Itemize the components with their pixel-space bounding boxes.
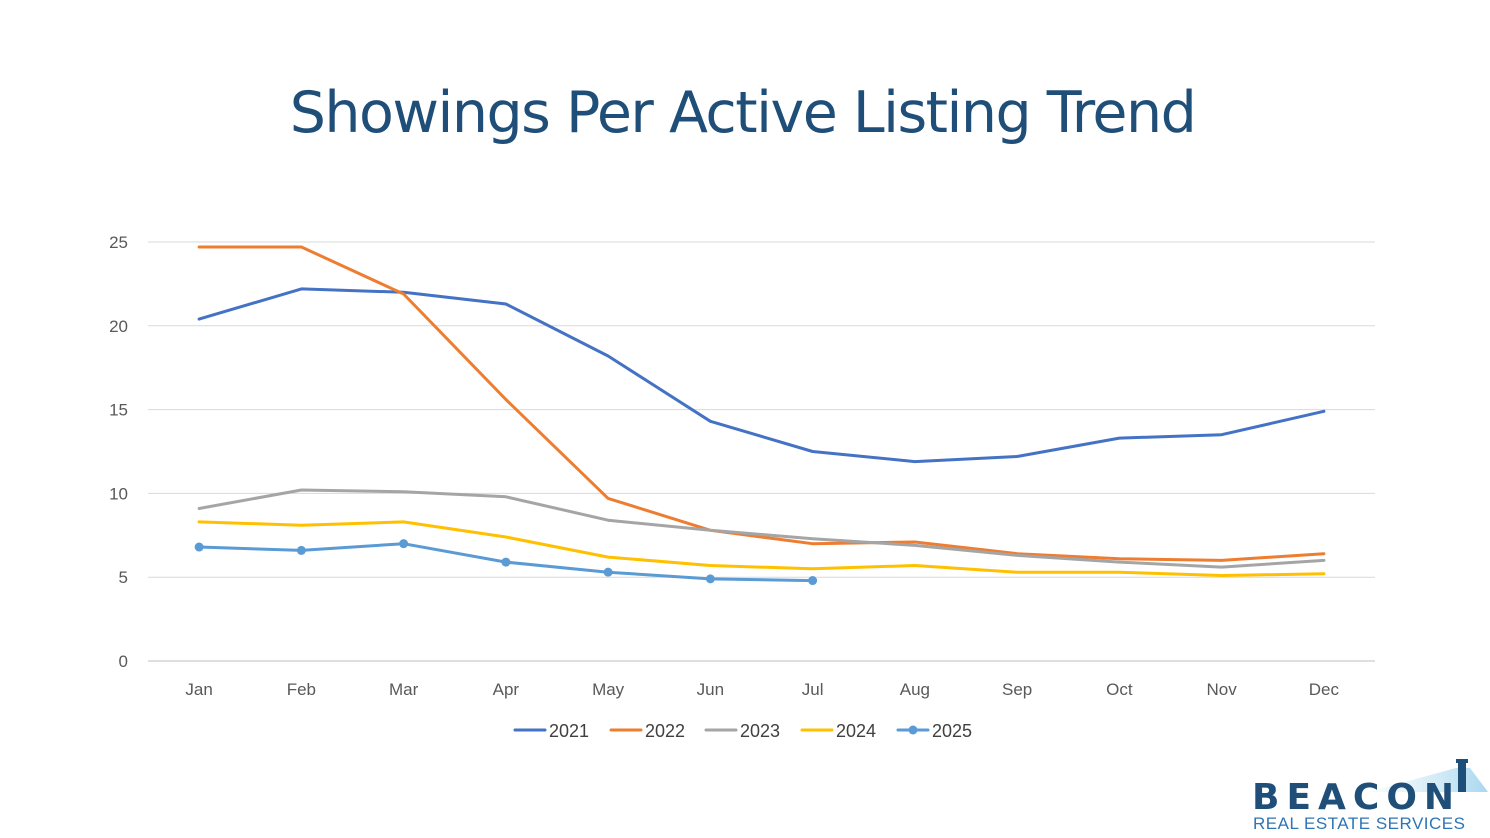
lighthouse-beam-icon (1368, 759, 1488, 792)
legend-label: 2021 (549, 721, 589, 741)
brand-name: BEACON (1252, 777, 1462, 818)
series-line-2023 (197, 488, 1326, 569)
series-line-2021 (197, 287, 1326, 464)
x-tick-label: Jan (185, 680, 212, 699)
gridlines (148, 241, 1375, 662)
legend-label: 2024 (836, 721, 876, 741)
x-tick-label: Feb (287, 680, 316, 699)
legend-label: 2023 (740, 721, 780, 741)
brand-subtitle: REAL ESTATE SERVICES (1253, 814, 1466, 833)
y-axis-ticks: 0 5 10 15 20 25 (109, 233, 128, 671)
x-tick-label: Nov (1207, 680, 1238, 699)
x-tick-label: Sep (1002, 680, 1032, 699)
x-tick-label: Mar (389, 680, 419, 699)
x-axis-ticks: Jan Feb Mar Apr May Jun Jul Aug Sep Oct Nov Dec (185, 680, 1339, 699)
x-tick-label: Dec (1309, 680, 1340, 699)
x-tick-label: Jun (697, 680, 724, 699)
y-tick-label: 0 (119, 652, 128, 671)
legend-label: 2025 (932, 721, 972, 741)
series-line-2024 (197, 520, 1326, 577)
x-tick-label: Jul (802, 680, 824, 699)
y-tick-label: 5 (119, 568, 128, 587)
data-point-2025 (603, 567, 613, 577)
y-tick-label: 15 (109, 401, 128, 420)
x-tick-label: Oct (1106, 680, 1133, 699)
data-point-2025 (501, 557, 511, 567)
data-point-2025 (194, 542, 204, 552)
page-title: Showings Per Active Listing Trend (289, 80, 1197, 146)
data-point-2025 (808, 576, 818, 586)
legend-marker-2025 (908, 725, 918, 735)
y-tick-label: 25 (109, 233, 128, 252)
legend: 2021 2022 2023 2024 2025 (513, 721, 972, 741)
x-tick-label: Apr (493, 680, 520, 699)
x-tick-label: Aug (900, 680, 930, 699)
series-line-2022 (197, 245, 1326, 562)
x-tick-label: May (592, 680, 625, 699)
data-point-2025 (296, 545, 306, 555)
legend-label: 2022 (645, 721, 685, 741)
y-tick-label: 20 (109, 317, 128, 336)
y-tick-label: 10 (109, 484, 128, 503)
beacon-logo: BEACON REAL ESTATE SERVICES (1250, 752, 1490, 838)
series-lines (194, 245, 1326, 586)
data-point-2025 (705, 574, 715, 584)
data-point-2025 (399, 539, 409, 549)
